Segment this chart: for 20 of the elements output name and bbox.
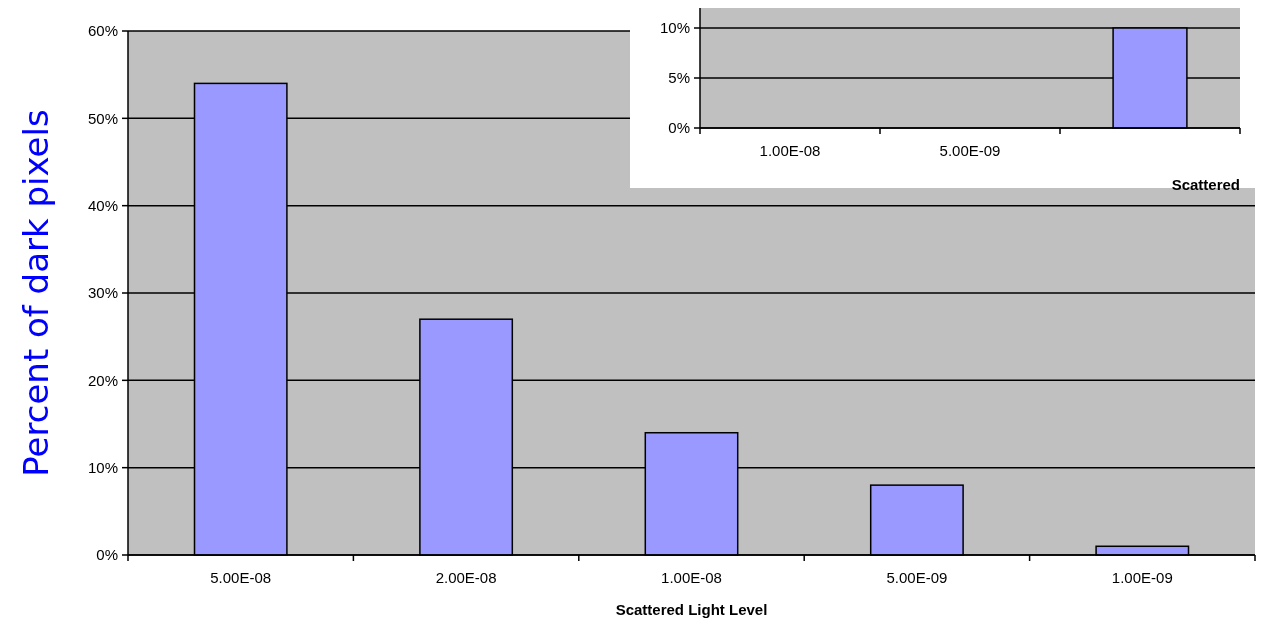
y-tick-label: 60%: [87, 22, 118, 40]
x-tick-label: 5.00E-09: [939, 142, 1001, 159]
y-tick-label: 10%: [659, 19, 690, 37]
y-axis-title: Percent of dark pixels: [16, 109, 56, 477]
y-tick-label: 20%: [87, 371, 118, 389]
y-tick-label: 40%: [87, 196, 118, 214]
y-tick-label: 50%: [87, 109, 118, 127]
x-axis-title: Scattered: [1171, 176, 1240, 193]
y-tick-label: 30%: [87, 284, 118, 302]
x-tick-label: 1.00E-08: [661, 569, 722, 586]
x-axis-title: Scattered Light Level: [615, 601, 768, 618]
x-tick-label: 5.00E-09: [886, 569, 948, 586]
x-tick-label: 1.00E-08: [759, 142, 821, 159]
y-tick-label: 0%: [96, 546, 118, 564]
y-tick-label: 5%: [668, 69, 690, 87]
x-tick-label: 2.00E-08: [435, 569, 497, 586]
x-tick-label: 1.00E-09: [1111, 569, 1173, 586]
x-tick-label: 5.00E-08: [210, 569, 272, 586]
y-tick-label: 10%: [87, 458, 118, 476]
y-tick-label: 0%: [668, 119, 690, 137]
